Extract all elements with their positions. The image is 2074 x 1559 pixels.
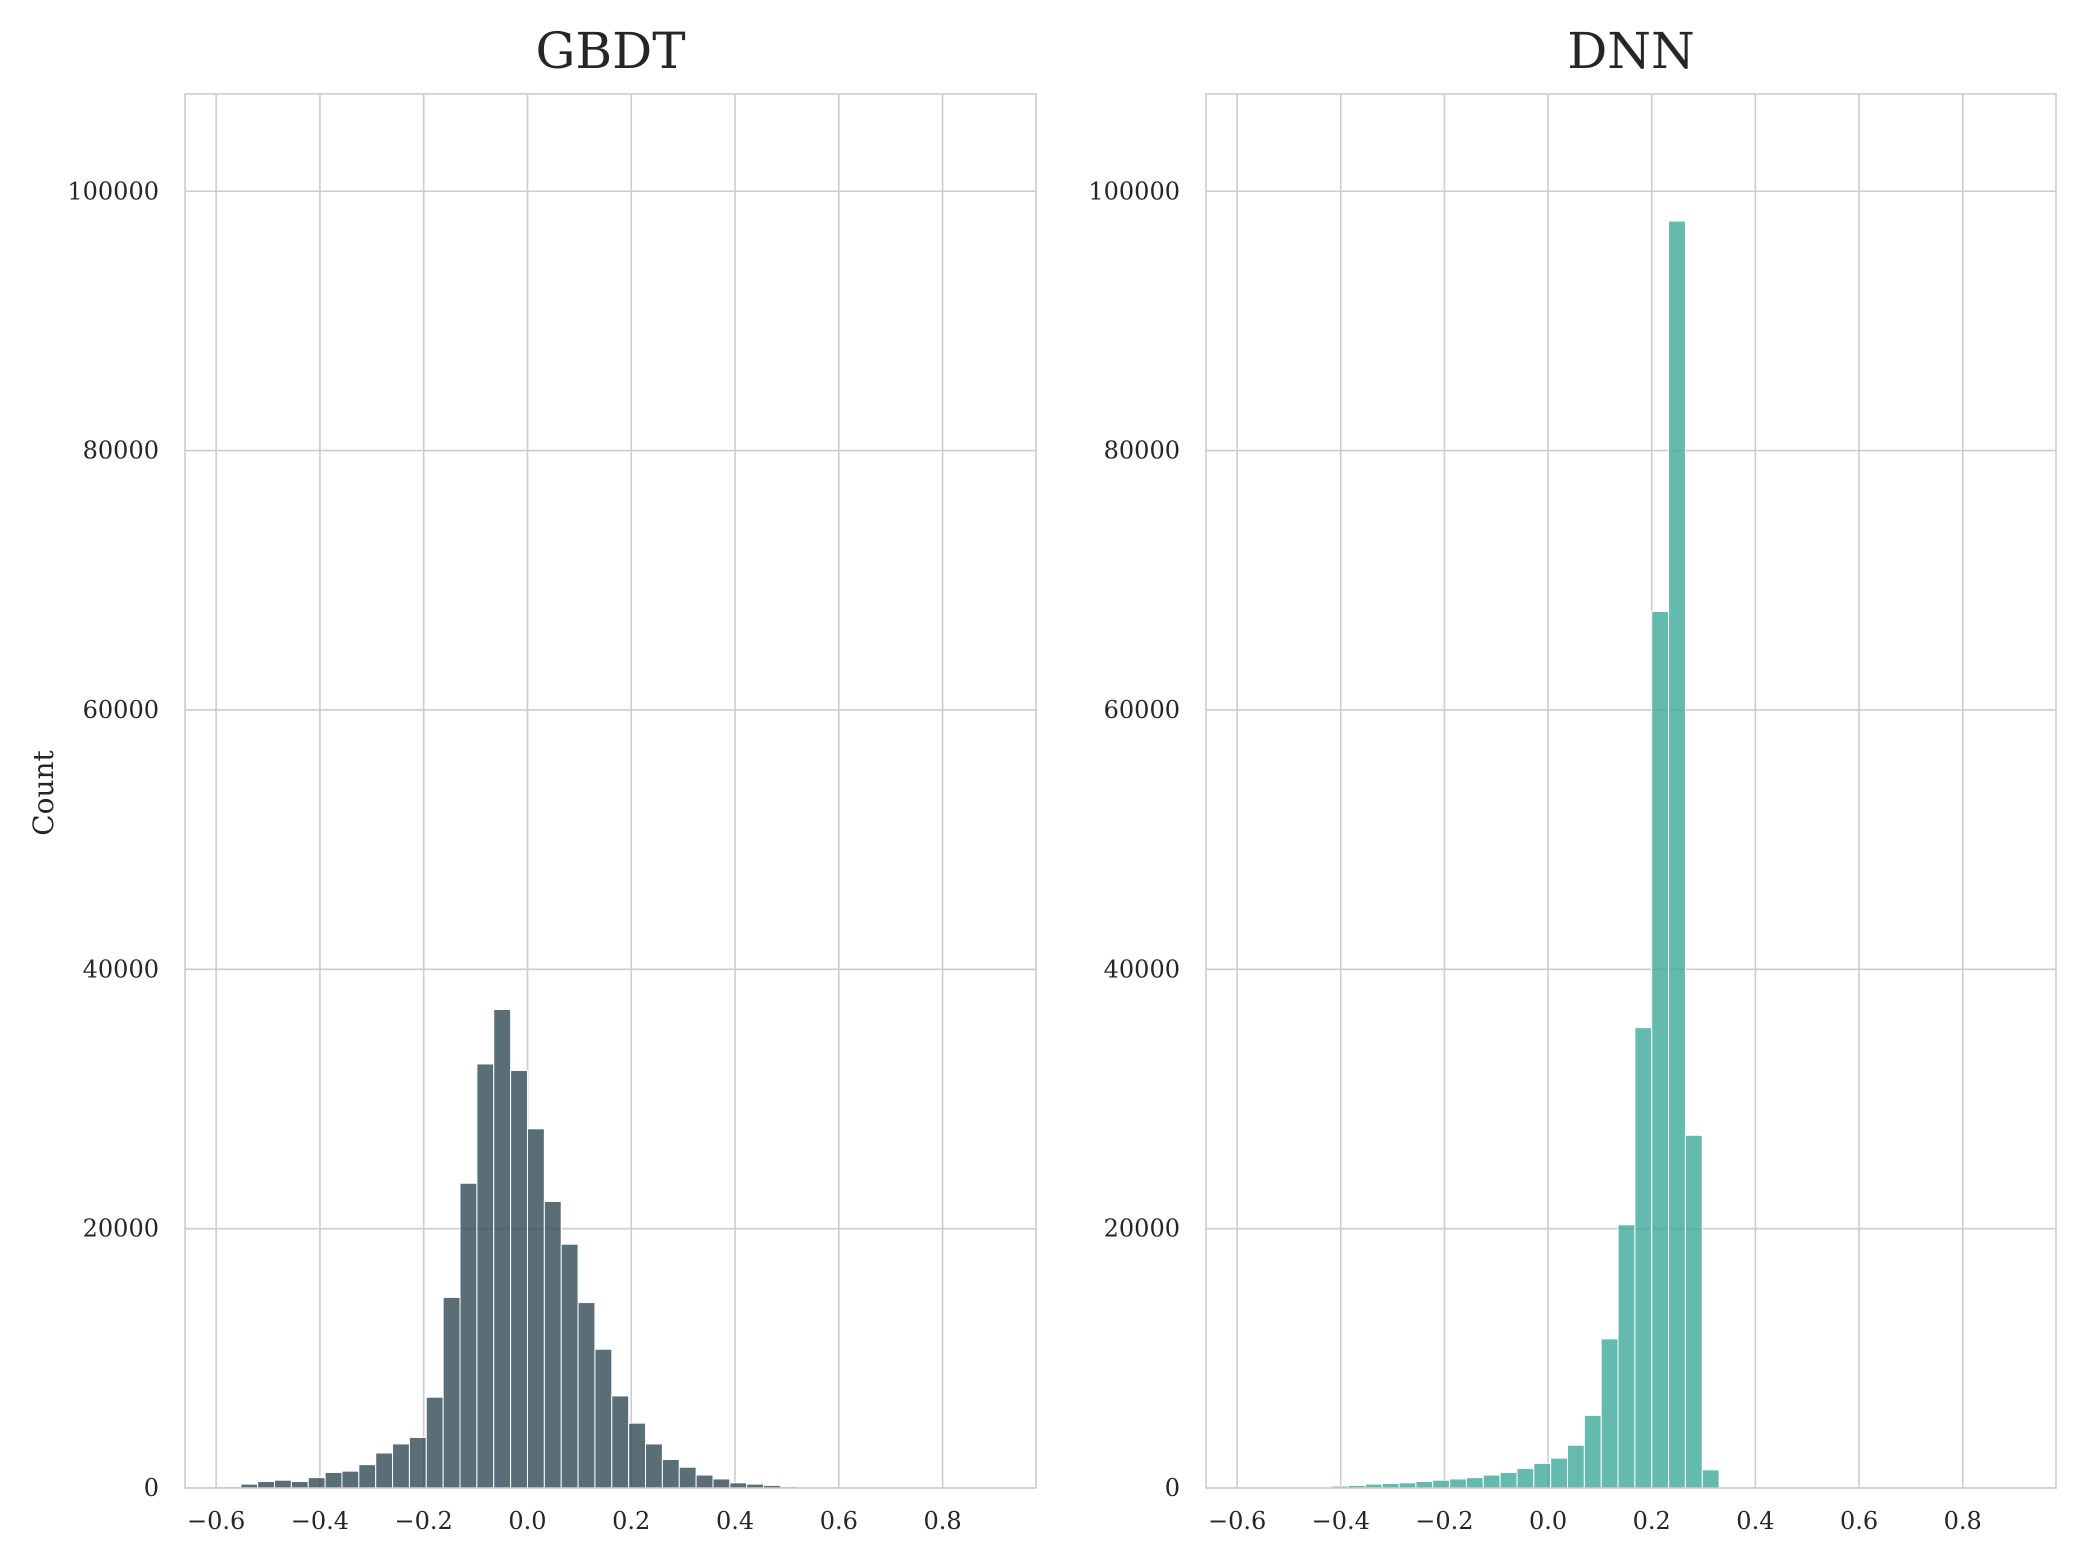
x-tick-label: −0.4 (291, 1507, 349, 1535)
histogram-bar (1634, 1027, 1653, 1489)
histogram-bar (611, 1395, 630, 1489)
histogram-bar (560, 1243, 579, 1489)
x-tick-label: −0.6 (187, 1507, 245, 1535)
x-tick-label: −0.6 (1208, 1507, 1266, 1535)
histogram-bar (307, 1477, 326, 1489)
histogram-bar (459, 1182, 478, 1489)
y-tick-label: 20000 (83, 1215, 159, 1243)
histogram-bar (476, 1063, 495, 1489)
y-tick-label: 100000 (67, 177, 159, 205)
histogram-bar (678, 1466, 697, 1489)
y-tick-label: 0 (1165, 1474, 1180, 1502)
histogram-bar (510, 1069, 528, 1489)
x-tick-label: 0.8 (1944, 1507, 1982, 1535)
x-tick-label: 0.6 (1840, 1507, 1878, 1535)
histogram-bar (695, 1474, 714, 1489)
histogram-bar (1668, 220, 1686, 1489)
y-axis-label: Count (27, 749, 60, 835)
panel-dnn: −0.6 −0.4 −0.2 0.0 0.2 0.4 0.6 0.8 0 20000 40000 60… (1088, 22, 2057, 1535)
y-tick-label: 80000 (83, 437, 159, 465)
histogram-bar (543, 1200, 562, 1489)
histogram-bar (408, 1436, 427, 1489)
histogram-bar (1415, 1481, 1434, 1489)
histogram-bar (1684, 1134, 1703, 1489)
x-tick-label: 0.4 (1736, 1507, 1774, 1535)
plot-frame (184, 93, 1037, 1489)
x-tick-label: 0.2 (612, 1507, 650, 1535)
x-tick-label: 0.8 (924, 1507, 962, 1535)
y-tick-label: 20000 (1104, 1215, 1180, 1243)
histogram-bar (1567, 1444, 1585, 1489)
histogram-bar (375, 1452, 394, 1489)
x-tick-label: 0.4 (716, 1507, 754, 1535)
panel-gbdt: −0.6 −0.4 −0.2 0.0 0.2 0.4 0.6 0.8 0 20000 40000 60… (27, 22, 1037, 1535)
x-tick-label: 0.0 (508, 1507, 546, 1535)
histogram-bar (1701, 1469, 1720, 1489)
histogram-bar (425, 1396, 444, 1489)
histogram-bar (1482, 1474, 1501, 1489)
x-tick-label: 0.0 (1529, 1507, 1567, 1535)
histogram-bar (526, 1128, 545, 1489)
x-tick-label: −0.4 (1312, 1507, 1370, 1535)
histogram-bar (324, 1471, 343, 1489)
histogram-bar (341, 1470, 360, 1489)
histogram-bar (1432, 1479, 1451, 1489)
histogram-bar (1533, 1462, 1552, 1489)
histogram-bar (1583, 1414, 1602, 1489)
histogram-bar (274, 1479, 292, 1489)
histogram-bar (1600, 1338, 1619, 1489)
histogram-bar (1499, 1471, 1518, 1489)
x-tick-label: 0.6 (820, 1507, 858, 1535)
histogram-bar (1449, 1478, 1467, 1489)
x-tick-label: −0.2 (1415, 1507, 1473, 1535)
histogram-bar (257, 1481, 276, 1489)
y-tick-label: 60000 (1104, 696, 1180, 724)
histogram-bar (1516, 1468, 1535, 1489)
histogram-bar (1550, 1457, 1569, 1489)
histogram-bar (645, 1443, 663, 1489)
y-tick-label: 80000 (1104, 437, 1180, 465)
histogram-bar (358, 1464, 377, 1489)
histogram-bar (628, 1422, 647, 1489)
y-tick-label: 40000 (1104, 955, 1180, 983)
chart-title: DNN (1567, 22, 1695, 80)
x-tick-label: 0.2 (1633, 1507, 1671, 1535)
histogram-bar (594, 1348, 613, 1489)
y-tick-label: 40000 (83, 955, 159, 983)
histogram-bar (442, 1296, 461, 1489)
x-tick-label: −0.2 (395, 1507, 453, 1535)
histogram-bar (577, 1302, 596, 1489)
histogram-bar (392, 1443, 410, 1489)
histogram-bar (1617, 1224, 1636, 1489)
plot-frame (1205, 93, 2057, 1489)
histogram-bar (661, 1458, 680, 1489)
histogram-bar (1465, 1477, 1484, 1489)
y-tick-label: 60000 (83, 696, 159, 724)
histogram-bar (290, 1481, 309, 1489)
chart-title: GBDT (535, 22, 685, 80)
histogram-bar (712, 1478, 731, 1489)
y-tick-label: 100000 (1088, 177, 1180, 205)
histogram-bar (493, 1009, 512, 1489)
y-tick-label: 0 (144, 1474, 159, 1502)
histogram-bar (1651, 610, 1670, 1489)
